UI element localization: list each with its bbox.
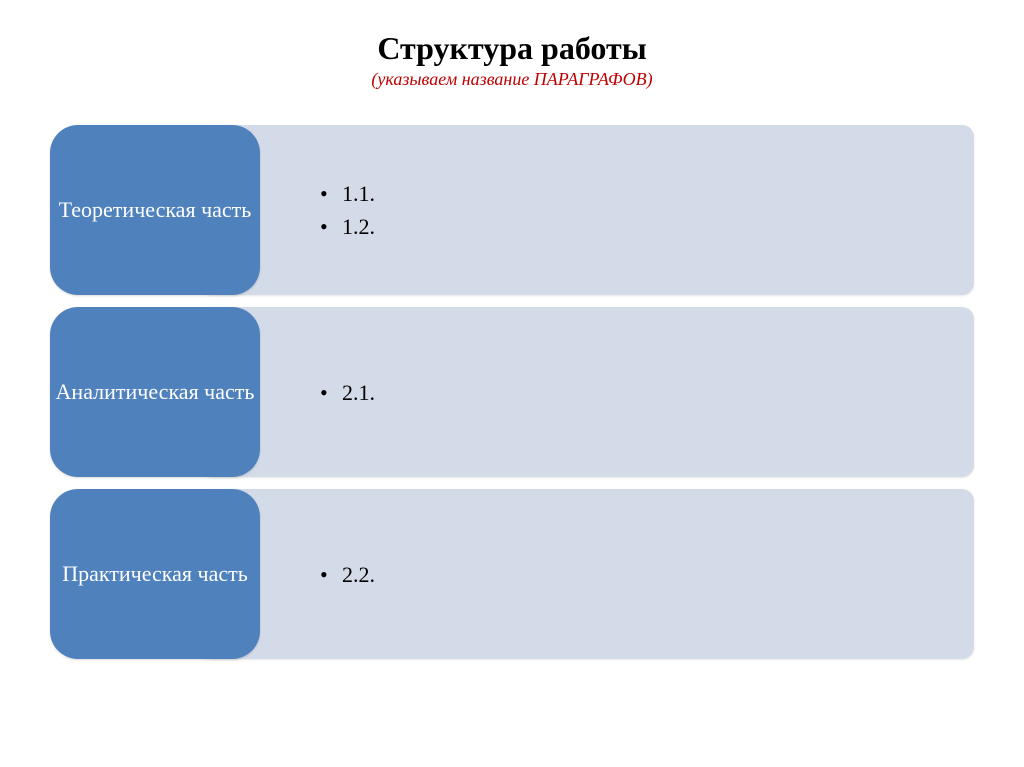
content-list: 2.2. — [320, 558, 375, 591]
list-item: 1.2. — [320, 210, 375, 243]
content-list: 2.1. — [320, 376, 375, 409]
row-label: Аналитическая часть — [50, 307, 260, 477]
list-item: 2.2. — [320, 558, 375, 591]
diagram-row: Теоретическая часть 1.1. 1.2. — [50, 125, 974, 295]
header: Структура работы (указываем название ПАР… — [50, 30, 974, 90]
diagram-row: Аналитическая часть 2.1. — [50, 307, 974, 477]
row-label: Практическая часть — [50, 489, 260, 659]
page-title: Структура работы — [50, 30, 974, 67]
content-list: 1.1. 1.2. — [320, 177, 375, 243]
list-item: 1.1. — [320, 177, 375, 210]
diagram-row: Практическая часть 2.2. — [50, 489, 974, 659]
row-content: 2.2. — [200, 489, 974, 659]
row-content: 1.1. 1.2. — [200, 125, 974, 295]
row-label: Теоретическая часть — [50, 125, 260, 295]
row-content: 2.1. — [200, 307, 974, 477]
list-item: 2.1. — [320, 376, 375, 409]
page-subtitle: (указываем название ПАРАГРАФОВ) — [50, 69, 974, 90]
diagram-rows: Теоретическая часть 1.1. 1.2. Аналитичес… — [50, 125, 974, 659]
